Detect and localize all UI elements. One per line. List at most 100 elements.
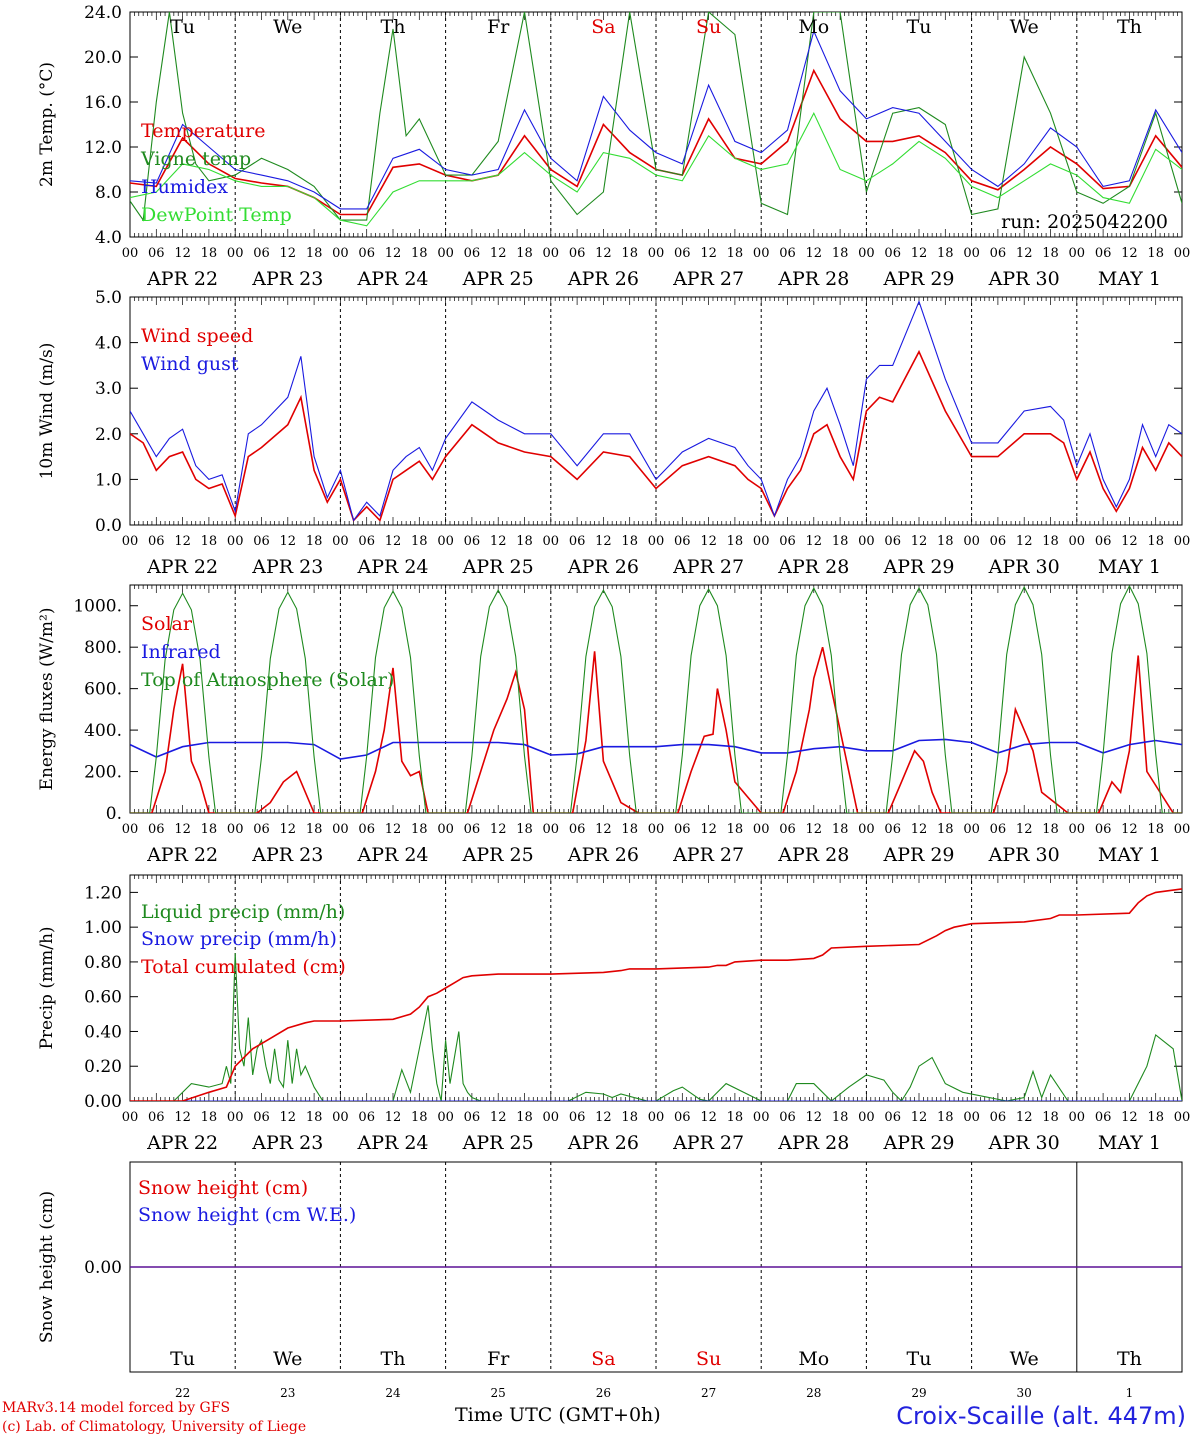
hour-label: 18 bbox=[306, 1110, 323, 1125]
hour-label: 00 bbox=[1069, 534, 1086, 549]
series-humidex bbox=[130, 29, 1182, 210]
hour-label: 12 bbox=[806, 534, 823, 549]
hour-label: 18 bbox=[937, 246, 954, 261]
hour-label: 06 bbox=[884, 822, 901, 837]
hour-label: 18 bbox=[727, 246, 744, 261]
hour-label: 12 bbox=[490, 246, 507, 261]
hour-label: 12 bbox=[490, 822, 507, 837]
hour-label: 00 bbox=[648, 1110, 665, 1125]
hour-label: 12 bbox=[174, 534, 191, 549]
y-tick-label: 16.0 bbox=[84, 93, 122, 113]
hour-label: 18 bbox=[201, 822, 218, 837]
hour-label: 00 bbox=[332, 246, 349, 261]
hour-label: 18 bbox=[411, 822, 428, 837]
hour-label: 06 bbox=[674, 534, 691, 549]
y-tick-label: 1000. bbox=[73, 597, 122, 617]
series-dewpoint-temp bbox=[130, 111, 1182, 227]
hour-label: 00 bbox=[227, 534, 244, 549]
hour-label: 18 bbox=[1147, 1110, 1164, 1125]
date-label: APR 25 bbox=[462, 1132, 534, 1154]
day-number: 26 bbox=[596, 1386, 611, 1400]
date-label: APR 27 bbox=[672, 844, 744, 866]
hour-label: 12 bbox=[280, 1110, 297, 1125]
hour-label: 18 bbox=[306, 534, 323, 549]
hour-label: 18 bbox=[411, 534, 428, 549]
hour-label: 12 bbox=[595, 246, 612, 261]
weekday-label-bottom: We bbox=[273, 1348, 302, 1370]
hour-label: 12 bbox=[385, 822, 402, 837]
hour-label: 00 bbox=[122, 534, 139, 549]
hour-label: 18 bbox=[937, 822, 954, 837]
hour-label: 06 bbox=[990, 1110, 1007, 1125]
y-tick-label: 5.0 bbox=[95, 288, 122, 308]
hour-label: 06 bbox=[148, 534, 165, 549]
date-label: APR 24 bbox=[356, 1132, 428, 1154]
hour-label: 18 bbox=[516, 1110, 533, 1125]
hour-label: 12 bbox=[1016, 1110, 1033, 1125]
date-label: MAY 1 bbox=[1098, 268, 1161, 290]
hour-label: 18 bbox=[1147, 534, 1164, 549]
legend-entry: Snow height (cm W.E.) bbox=[138, 1204, 356, 1226]
hour-label: 00 bbox=[543, 534, 560, 549]
hour-label: 06 bbox=[148, 822, 165, 837]
hour-label: 06 bbox=[253, 1110, 270, 1125]
series-top-of-atmosphere-solar- bbox=[130, 585, 1182, 813]
date-label: APR 25 bbox=[462, 844, 534, 866]
hour-label: 18 bbox=[411, 1110, 428, 1125]
series-vigne-temp bbox=[130, 12, 1182, 222]
hour-label: 06 bbox=[569, 822, 586, 837]
hour-label: 06 bbox=[253, 534, 270, 549]
hour-label: 12 bbox=[1121, 1110, 1138, 1125]
hour-label: 06 bbox=[148, 1110, 165, 1125]
legend-entry: Solar bbox=[141, 613, 193, 635]
hour-label: 18 bbox=[1042, 534, 1059, 549]
hour-label: 12 bbox=[806, 1110, 823, 1125]
hour-label: 12 bbox=[385, 246, 402, 261]
hour-label: 00 bbox=[963, 822, 980, 837]
hour-label: 12 bbox=[700, 1110, 717, 1125]
y-tick-label: 1.0 bbox=[95, 470, 122, 490]
legend-entry: Infrared bbox=[141, 641, 221, 663]
hour-label: 12 bbox=[1016, 534, 1033, 549]
hour-label: 00 bbox=[858, 246, 875, 261]
date-label: APR 23 bbox=[251, 268, 323, 290]
weekday-label: Mo bbox=[798, 16, 829, 38]
hour-label: 00 bbox=[753, 534, 770, 549]
hour-label: 00 bbox=[332, 822, 349, 837]
day-number: 22 bbox=[175, 1386, 190, 1400]
hour-label: 18 bbox=[516, 534, 533, 549]
hour-label: 12 bbox=[174, 1110, 191, 1125]
hour-label: 00 bbox=[753, 1110, 770, 1125]
date-label: APR 26 bbox=[567, 556, 639, 578]
hour-label: 06 bbox=[779, 534, 796, 549]
hour-label: 18 bbox=[832, 246, 849, 261]
date-label: APR 24 bbox=[356, 844, 428, 866]
hour-label: 18 bbox=[1147, 246, 1164, 261]
panel-2 bbox=[129, 296, 1183, 526]
y-tick-label: 200. bbox=[84, 763, 122, 783]
day-number: 24 bbox=[385, 1386, 401, 1400]
hour-label: 00 bbox=[437, 534, 454, 549]
hour-label: 12 bbox=[280, 246, 297, 261]
y-tick-label: 2.0 bbox=[95, 425, 122, 445]
hour-label: 06 bbox=[674, 822, 691, 837]
day-number: 30 bbox=[1017, 1386, 1032, 1400]
time-axis-label: Time UTC (GMT+0h) bbox=[455, 1404, 661, 1426]
hour-label: 00 bbox=[753, 246, 770, 261]
hour-label: 12 bbox=[700, 246, 717, 261]
hour-label: 00 bbox=[332, 1110, 349, 1125]
hour-label: 00 bbox=[332, 534, 349, 549]
hour-label: 12 bbox=[911, 822, 928, 837]
hour-label: 00 bbox=[227, 1110, 244, 1125]
y-tick-label: 0.60 bbox=[84, 988, 122, 1008]
legend-entry: Total cumulated (cm) bbox=[141, 956, 346, 978]
hour-label: 12 bbox=[911, 1110, 928, 1125]
panel-4 bbox=[129, 874, 1183, 1102]
hour-label: 18 bbox=[832, 534, 849, 549]
y-tick-label: 12.0 bbox=[84, 138, 122, 158]
date-label: APR 30 bbox=[988, 1132, 1060, 1154]
hour-label: 00 bbox=[543, 822, 560, 837]
hour-label: 06 bbox=[779, 1110, 796, 1125]
hour-label: 00 bbox=[648, 534, 665, 549]
